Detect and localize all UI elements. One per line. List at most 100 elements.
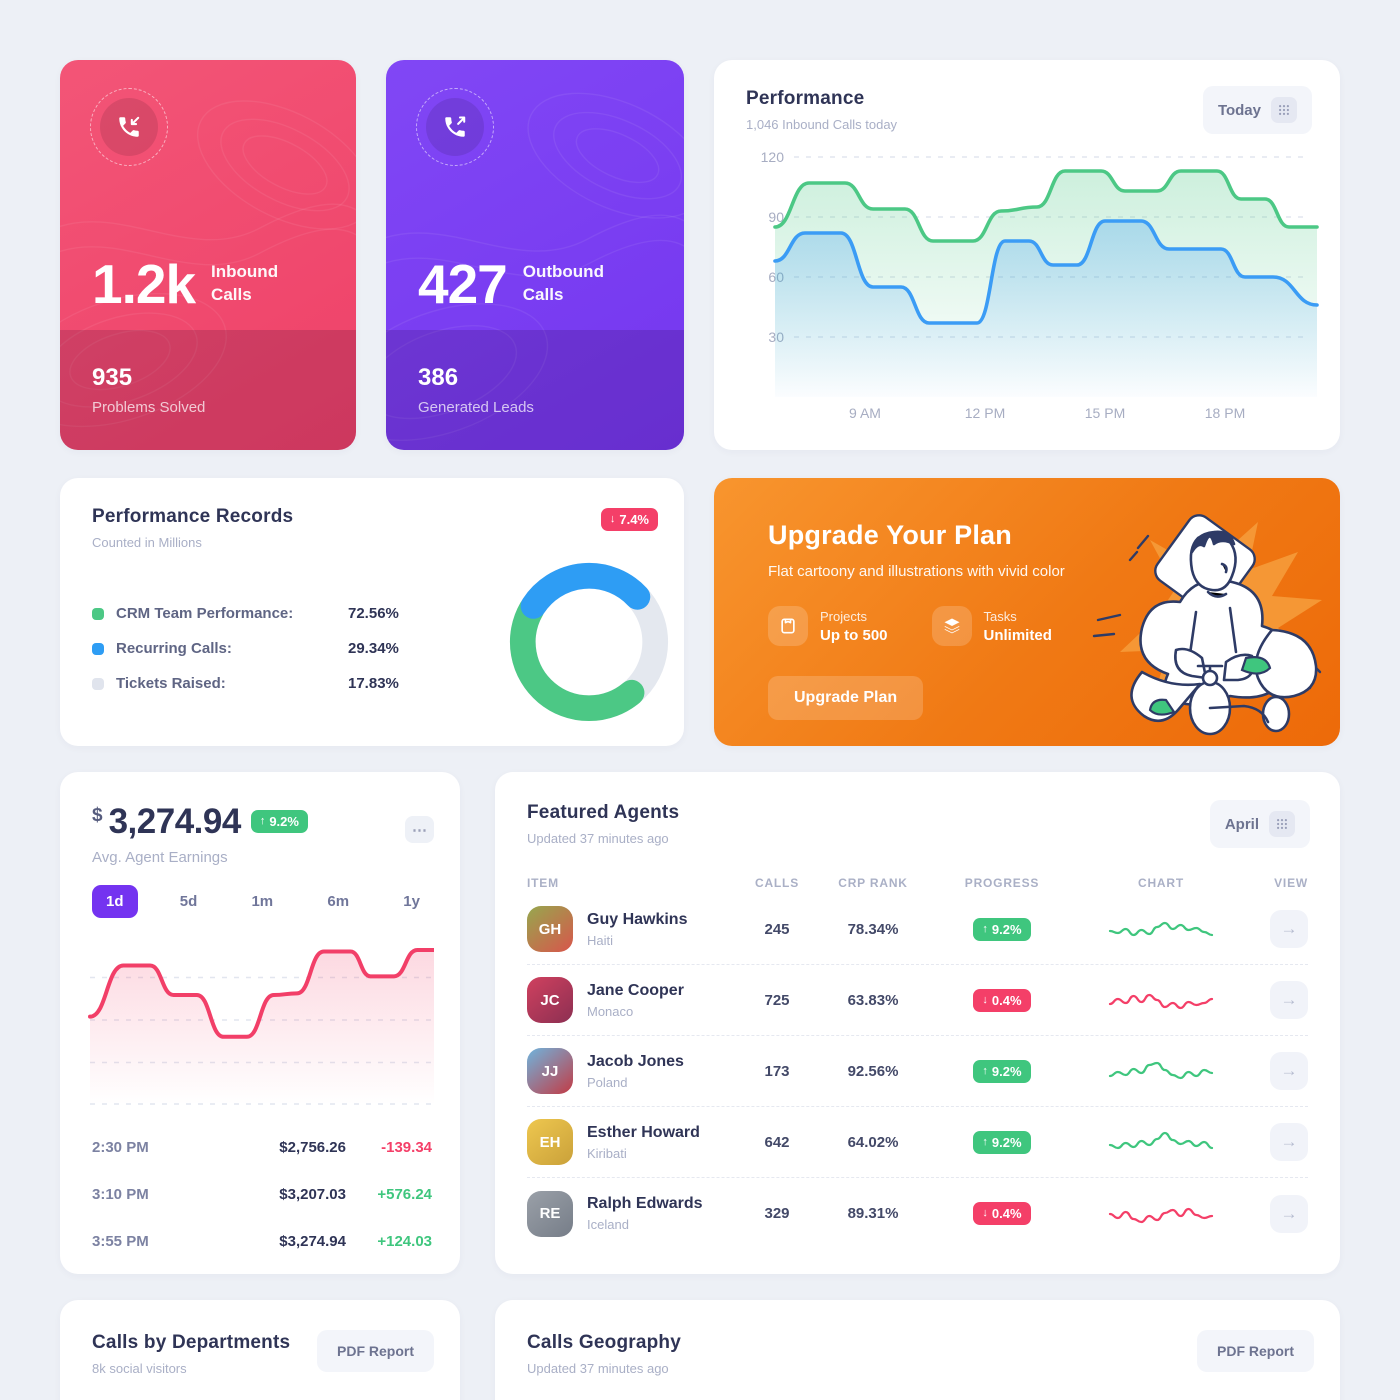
- table-row: JJ Jacob Jones Poland 173 92.56% ↑ 9.2% →: [527, 1036, 1308, 1107]
- progress-value: 9.2%: [991, 921, 1022, 937]
- x-tick-label: 15 PM: [1085, 405, 1125, 421]
- calendar-grid-icon: [1271, 97, 1297, 123]
- legend-dot: [92, 607, 104, 620]
- tab-1y[interactable]: 1y: [391, 885, 432, 918]
- upgrade-feature: Projects Up to 500: [768, 606, 888, 646]
- today-button[interactable]: Today: [1202, 86, 1312, 134]
- view-button[interactable]: →: [1270, 1123, 1308, 1161]
- arrow-right-icon: →: [1280, 1132, 1298, 1151]
- avatar-initials: GH: [538, 920, 562, 938]
- upgrade-subtitle: Flat cartoony and illustrations with viv…: [768, 563, 1065, 580]
- sparkline-path: [1108, 921, 1214, 937]
- avatar-initials: RE: [539, 1205, 561, 1222]
- sparkline-chart: [1108, 1131, 1214, 1150]
- legend-label: Recurring Calls:: [116, 640, 232, 657]
- tab-5d[interactable]: 5d: [168, 885, 210, 918]
- crp-rank-value: 78.34%: [847, 920, 899, 938]
- arrow-up-icon: ↑: [982, 1135, 988, 1148]
- legend-item: Recurring Calls: 29.34%: [92, 631, 399, 666]
- inbound-call-icon: [119, 116, 140, 137]
- arrow-down-icon: ↓: [982, 993, 988, 1006]
- chart-cell: [1072, 1196, 1250, 1232]
- arrow-right-icon: →: [1280, 1203, 1298, 1223]
- agent-name: Jane Cooper: [587, 981, 684, 999]
- pdf-report-button[interactable]: PDF Report: [317, 1330, 434, 1372]
- progress-cell: ↑ 9.2%: [932, 1130, 1072, 1154]
- arrow-right-icon: →: [1280, 990, 1298, 1009]
- tasks-icon: [931, 606, 972, 646]
- performance-subtitle: 1,046 Inbound Calls today: [746, 117, 898, 132]
- sparkline-chart: [1108, 1061, 1214, 1080]
- month-button[interactable]: April: [1209, 800, 1310, 848]
- view-cell: →: [1250, 981, 1308, 1019]
- feature-label: Projects: [820, 608, 867, 624]
- agent-country: Monaco: [587, 1003, 634, 1019]
- progress-badge: ↑ 9.2%: [973, 917, 1031, 941]
- legend-dot: [92, 677, 104, 690]
- calls-value: 642: [764, 1133, 790, 1151]
- progress-cell: ↑ 9.2%: [932, 1059, 1072, 1083]
- chart-cell: [1072, 982, 1250, 1018]
- view-button[interactable]: →: [1270, 1052, 1308, 1090]
- earnings-amount: $3,274.94: [279, 1233, 346, 1250]
- earnings-amount: $3,207.03: [279, 1186, 346, 1203]
- earnings-delta: -139.34: [381, 1139, 432, 1156]
- column-header-crp-rank: CRP RANK: [838, 876, 908, 890]
- column-header-calls: CALLS: [755, 876, 799, 890]
- view-button[interactable]: →: [1270, 910, 1308, 948]
- sparkline-path: [1108, 1061, 1214, 1080]
- column-header-item: ITEM: [527, 876, 559, 890]
- column-header-progress: PROGRESS: [964, 876, 1040, 890]
- legend-item: Tickets Raised: 17.83%: [92, 666, 399, 701]
- avatar-initials: JJ: [541, 1062, 559, 1080]
- calls-value: 329: [764, 1205, 790, 1222]
- earnings-area-chart: [88, 948, 434, 1105]
- pdf-report-button[interactable]: PDF Report: [1197, 1330, 1314, 1372]
- avatar: EH: [527, 1119, 573, 1165]
- sparkline-chart: [1108, 993, 1214, 1010]
- legend-value: 72.56%: [348, 605, 399, 622]
- view-button[interactable]: →: [1270, 981, 1308, 1019]
- tab-6m[interactable]: 6m: [315, 885, 361, 918]
- agents-subtitle: Updated 37 minutes ago: [527, 831, 669, 846]
- legend-label: Tickets Raised:: [116, 675, 226, 692]
- arrow-down-icon: ↓: [609, 513, 616, 525]
- tab-1d[interactable]: 1d: [92, 885, 138, 918]
- problems-solved-value: 935: [92, 364, 133, 391]
- earnings-delta: +576.24: [377, 1186, 432, 1203]
- feature-value: Unlimited: [983, 626, 1052, 644]
- progress-badge: ↓ 0.4%: [973, 1202, 1031, 1225]
- agent-country: Haiti: [587, 932, 614, 948]
- records-donut-chart: [509, 562, 669, 722]
- agent-earnings-card: $ 3,274.94 ↑ 9.2% Avg. Agent Earnings ⋯ …: [60, 772, 460, 1274]
- donut-segment-CRM Team Performance: [509, 596, 645, 722]
- calls-value: 245: [764, 920, 790, 938]
- agent-item-cell: RE Ralph Edwards Iceland: [527, 1190, 740, 1237]
- earnings-time: 2:30 PM: [92, 1139, 149, 1156]
- avatar-initials: EH: [539, 1133, 561, 1151]
- chart-cell: [1072, 1124, 1250, 1160]
- earnings-delta: +124.03: [377, 1233, 432, 1250]
- more-options-button[interactable]: ⋯: [405, 816, 434, 843]
- tab-1m[interactable]: 1m: [239, 885, 285, 918]
- sparkline-path: [1108, 1207, 1214, 1223]
- featured-agents-card: Featured Agents Updated 37 minutes ago A…: [495, 772, 1340, 1274]
- progress-value: 9.2%: [991, 1063, 1022, 1079]
- view-button[interactable]: →: [1270, 1194, 1308, 1233]
- outbound-label: Outbound Calls: [522, 262, 604, 304]
- upgrade-plan-button[interactable]: Upgrade Plan: [768, 676, 924, 720]
- earnings-time: 3:10 PM: [92, 1186, 149, 1203]
- performance-records-card: Performance Records Counted in Millions …: [60, 478, 684, 746]
- legend-label: CRM Team Performance:: [116, 605, 294, 622]
- sparkline-chart: [1108, 1207, 1214, 1223]
- agent-names: Ralph Edwards Iceland: [587, 1195, 703, 1232]
- progress-cell: ↑ 9.2%: [932, 917, 1072, 941]
- agent-country: Iceland: [587, 1217, 629, 1232]
- sparkline-chart: [1108, 921, 1214, 937]
- column-header-chart: CHART: [1138, 876, 1184, 890]
- agent-name: Esther Howard: [587, 1123, 700, 1141]
- outbound-call-icon: [445, 116, 466, 137]
- feature-text: Projects Up to 500: [820, 609, 888, 644]
- inbound-green-line: [773, 169, 1319, 243]
- agents-table-header: ITEM CALLS CRP RANK PROGRESS CHART VIEW: [527, 876, 1308, 890]
